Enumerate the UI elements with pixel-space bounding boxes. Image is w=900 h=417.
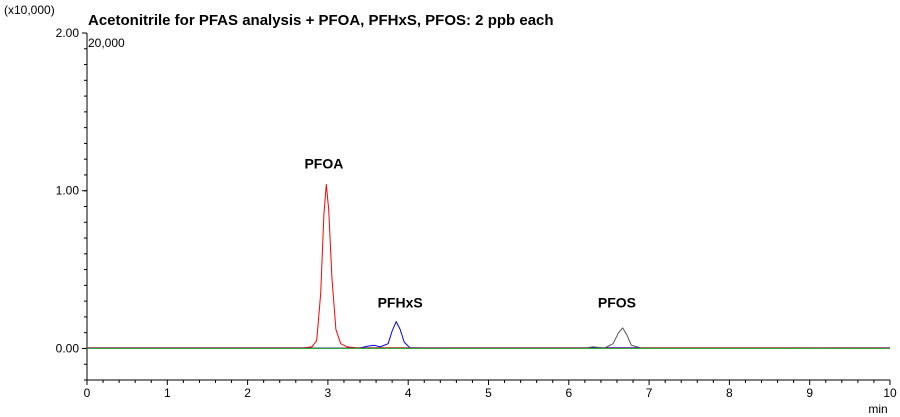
peak-label-pfhxs: PFHxS (378, 294, 423, 310)
x-tick-label: 8 (726, 386, 733, 400)
series-line-pfos (87, 327, 891, 349)
x-tick-label: 6 (565, 386, 572, 400)
y-tick-label: 2.00 (56, 26, 80, 40)
x-tick-label: 9 (806, 386, 813, 400)
series-line-pfhxs (87, 321, 890, 349)
y-tick-label: 0.00 (56, 341, 80, 355)
y-tick-label: 1.00 (56, 184, 80, 198)
x-tick-label: 5 (485, 386, 492, 400)
x-tick-label: 1 (164, 386, 171, 400)
x-tick-label: 3 (325, 386, 332, 400)
x-tick-label: 10 (883, 386, 897, 400)
x-tick-label: 0 (84, 386, 91, 400)
x-tick-label: 7 (646, 386, 653, 400)
x-axis-label: min (868, 402, 887, 416)
series-line-pfoa (87, 183, 890, 349)
y-multiplier-label: (x10,000) (4, 3, 55, 17)
peak-label-pfos: PFOS (598, 294, 636, 310)
series-group (87, 183, 891, 349)
axes: 0 1 2 3 4 5 6 7 8 9 10 min 0.00 1.00 2.00 (56, 26, 897, 416)
chart-title: Acetonitrile for PFAS analysis + PFOA, P… (88, 12, 554, 29)
peak-labels: PFOA PFHxS PFOS (304, 156, 636, 311)
scale-label: 20,000 (88, 36, 125, 50)
x-tick-label: 2 (244, 386, 251, 400)
x-tick-label: 4 (405, 386, 412, 400)
peak-label-pfoa: PFOA (304, 156, 343, 172)
